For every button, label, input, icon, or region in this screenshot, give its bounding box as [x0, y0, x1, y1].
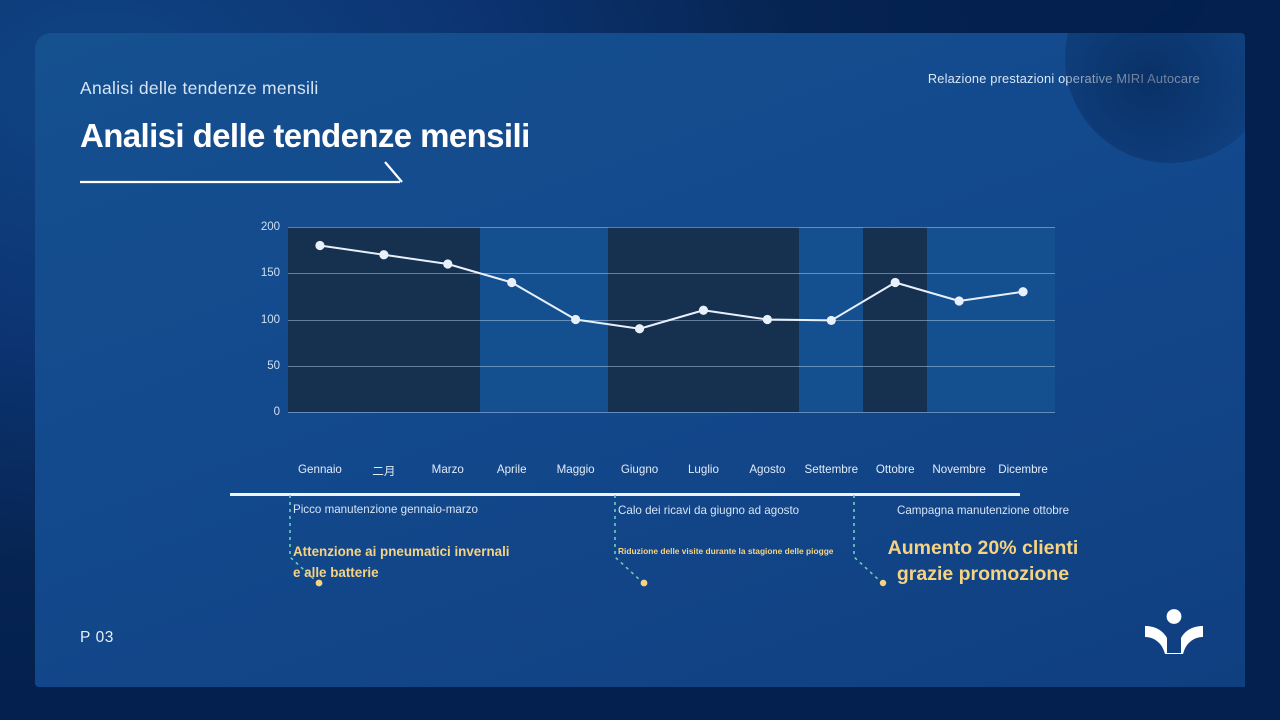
chart-gridline — [288, 412, 1055, 413]
chart-x-tick-label: Settembre — [804, 463, 859, 476]
chart-x-tick-label: Luglio — [687, 463, 719, 476]
annotation-2-highlight: Riduzione delle visite durante la stagio… — [618, 545, 878, 558]
chart-x-tick-label: Aprile — [496, 463, 527, 476]
annotation-3-highlight-line1: Aumento 20% clienti — [887, 537, 1079, 559]
chart-gridline — [288, 365, 1055, 367]
page-number: P 03 — [80, 629, 115, 646]
chart-data-point[interactable] — [698, 305, 709, 315]
annotation-3-highlight-line2: grazie promozione — [896, 563, 1070, 586]
chart-data-point[interactable] — [315, 240, 325, 251]
chart-data-point[interactable] — [762, 314, 772, 325]
miri-autocare-logo-icon — [1145, 609, 1203, 654]
chart-y-tick-label: 50 — [267, 359, 280, 372]
chart-data-point[interactable] — [571, 314, 581, 325]
chart-gridline — [288, 227, 1055, 228]
chart-data-point[interactable] — [1018, 287, 1028, 297]
chart-band — [927, 227, 1055, 412]
page-title: Analisi delle tendenze mensili — [80, 117, 530, 154]
chart-baseline-rule — [230, 493, 1020, 496]
chart-x-axis-labels: Gennaio 二月 Marzo Aprile Maggio Giugno Luglio Ag… — [288, 463, 1055, 483]
document-reference: Relazione prestazioni operative MIRI Aut… — [927, 71, 1200, 86]
chart-x-tick-label: Novembre — [932, 463, 986, 476]
annotation-2-label: Calo dei ricavi da giugno ad agosto — [618, 504, 800, 517]
monthly-trend-chart: 200 150 100 50 0 — [230, 221, 1055, 468]
annotation-1-highlight-line2: e alle batterie — [293, 564, 379, 580]
chart-x-tick-label: Agosto — [749, 463, 786, 476]
slide-card: Analisi delle tendenze mensili Relazione… — [35, 33, 1245, 687]
chart-x-tick-label: Giugno — [620, 463, 659, 476]
chart-y-tick-label: 100 — [260, 313, 280, 326]
chart-y-tick-label: 200 — [260, 221, 280, 233]
chart-x-tick-label: Dicembre — [998, 463, 1048, 476]
annotation-3-label: Campagna manutenzione ottobre — [896, 504, 1070, 517]
chart-series-layer — [315, 240, 1028, 334]
chart-plot-area: 200 150 100 50 0 — [261, 221, 1055, 418]
chart-data-point[interactable] — [379, 250, 389, 260]
chart-x-tick-label: Maggio — [556, 463, 595, 476]
chart-data-point[interactable] — [954, 296, 964, 306]
annotation-3: Campagna manutenzione ottobre Aumento 20… — [863, 504, 1103, 588]
chart-data-point[interactable] — [890, 277, 900, 288]
chart-gridline — [288, 273, 1055, 275]
chart-y-tick-label: 0 — [273, 406, 280, 418]
chart-data-point[interactable] — [443, 259, 453, 269]
annotation-1-label: Picco manutenzione gennaio-marzo — [293, 503, 478, 516]
chart-x-tick-label: Ottobre — [875, 463, 915, 476]
chart-series-line — [319, 244, 1024, 330]
chart-data-point[interactable] — [826, 315, 836, 326]
annotation-1-highlight-line1: Attenzione ai pneumatici invernali — [293, 544, 510, 559]
annotation-3-highlight: Aumento 20% clienti grazie promozione — [863, 535, 1103, 588]
annotation-2-highlight-line1: Riduzione delle visite durante la stagio… — [618, 546, 834, 556]
annotation-2: Calo dei ricavi da giugno ad agosto Ridu… — [618, 504, 878, 558]
chart-y-tick-label: 150 — [260, 267, 280, 280]
annotation-1-highlight: Attenzione ai pneumatici invernali e all… — [293, 542, 543, 584]
slide-kicker: Analisi delle tendenze mensili — [80, 78, 319, 98]
title-underline-arrow — [80, 161, 403, 184]
chart-x-tick-label: 二月 — [372, 465, 396, 478]
chart-data-point[interactable] — [634, 324, 645, 334]
chart-x-tick-label: Marzo — [431, 463, 464, 476]
chart-data-point[interactable] — [507, 277, 517, 288]
chart-x-tick-label: Gennaio — [298, 463, 342, 476]
annotation-1: Picco manutenzione gennaio-marzo Attenzi… — [293, 503, 543, 584]
